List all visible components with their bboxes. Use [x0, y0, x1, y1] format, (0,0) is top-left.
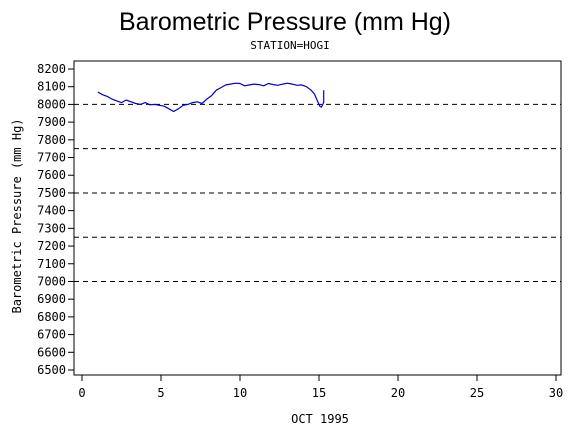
series-layer [97, 82, 325, 113]
y-tick-label: 7300 [37, 221, 66, 235]
x-tick-label: 15 [312, 386, 326, 400]
y-tick-label: 6500 [37, 363, 66, 377]
y-axis-ticks: 6500 6600 6700 6800 6900 7000 7100 7200 7300 7400… [37, 62, 74, 377]
x-tick-label: 10 [233, 386, 247, 400]
y-axis-label: Barometric Pressure (mm Hg) [10, 118, 24, 313]
y-tick-label: 6900 [37, 292, 66, 306]
y-tick-label: 8200 [37, 62, 66, 76]
x-axis-ticks: 0 5 10 15 20 25 30 [78, 375, 563, 400]
y-tick-label: 7900 [37, 115, 66, 129]
y-tick-label: 8100 [37, 80, 66, 94]
y-tick-label: 6800 [37, 310, 66, 324]
chart-subtitle: STATION=HOGI [250, 39, 329, 52]
chart-title: Barometric Pressure (mm Hg) [119, 8, 451, 36]
y-tick-label: 8000 [37, 97, 66, 111]
y-tick-label: 7600 [37, 168, 66, 182]
x-tick-label: 25 [470, 386, 484, 400]
reference-lines [74, 103, 561, 282]
y-tick-label: 7800 [37, 133, 66, 147]
x-tick-label: 20 [391, 386, 405, 400]
y-tick-label: 7000 [37, 274, 66, 288]
x-axis-label: OCT 1995 [291, 412, 349, 426]
y-tick-label: 7500 [37, 186, 66, 200]
x-tick-label: 30 [549, 386, 563, 400]
y-tick-label: 6700 [37, 328, 66, 342]
series-line-0 [97, 82, 325, 113]
y-tick-label: 7400 [37, 204, 66, 218]
y-tick-label: 7100 [37, 257, 66, 271]
y-tick-label: 6600 [37, 345, 66, 359]
y-tick-label: 7200 [37, 239, 66, 253]
x-tick-label: 5 [157, 386, 164, 400]
y-tick-label: 7700 [37, 151, 66, 165]
x-tick-label: 0 [78, 386, 85, 400]
plot-frame [73, 60, 562, 376]
